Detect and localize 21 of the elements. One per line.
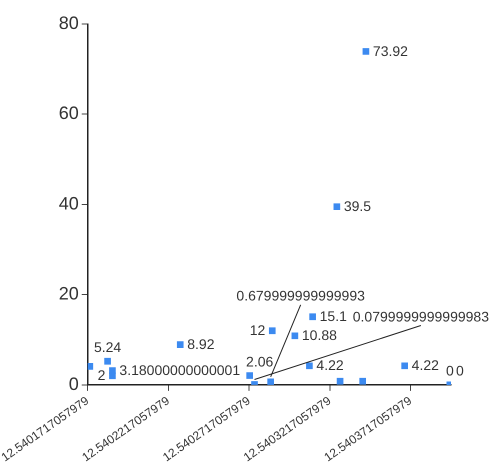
y-tick-label: 60 (58, 103, 79, 124)
data-label: 39.5 (344, 198, 372, 214)
data-label: 10.88 (302, 327, 338, 344)
data-label: 2 (98, 367, 106, 384)
data-label: 0.679999999999993 (236, 288, 366, 304)
data-label: 15.1 (320, 308, 348, 324)
data-label: 4.22 (316, 357, 344, 374)
data-label: 0.0799999999999983 (352, 308, 490, 324)
data-label: 4.22 (412, 357, 440, 374)
y-tick-label: 80 (58, 12, 79, 33)
data-label: 73.92 (372, 42, 408, 59)
y-tick-label: 20 (58, 284, 79, 304)
y-tick-label: 0 (68, 374, 79, 394)
data-label: 3.18000000000001 (119, 362, 240, 378)
data-label: 2.06 (246, 353, 274, 370)
data-label: 12 (250, 322, 266, 338)
y-tick-label: 40 (58, 193, 79, 214)
data-label: 0 (446, 362, 454, 379)
data-label: 5.24 (94, 339, 122, 356)
data-label: 0 (456, 362, 464, 379)
data-label: 8.92 (187, 336, 215, 352)
